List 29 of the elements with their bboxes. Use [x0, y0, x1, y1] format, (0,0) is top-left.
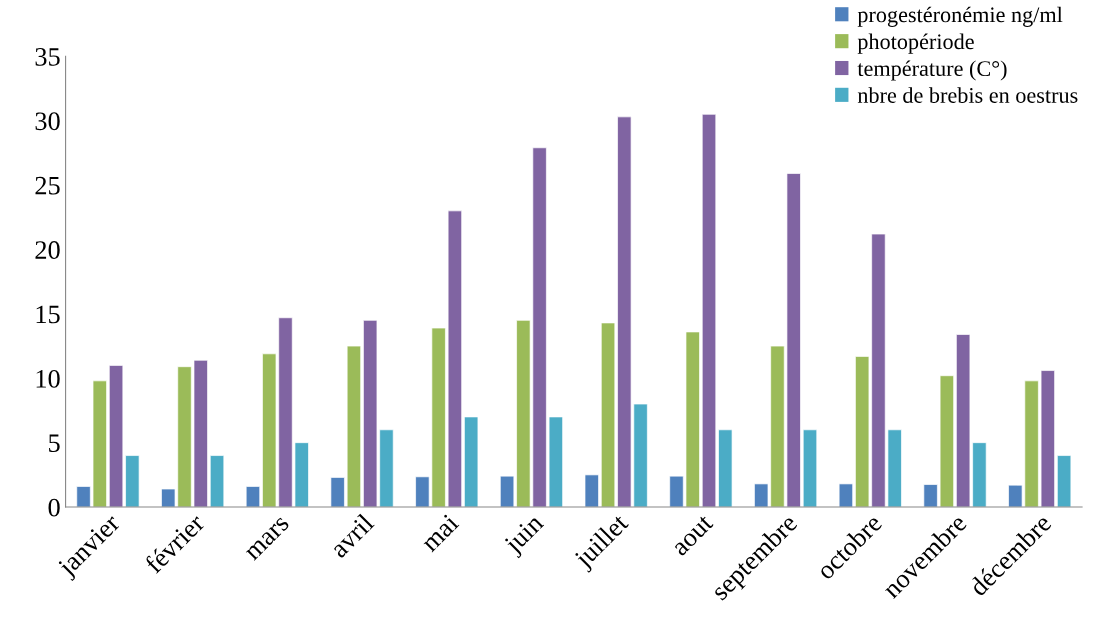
bar: [584, 474, 599, 508]
bar: [125, 455, 140, 508]
legend-label: progestéronémie ng/ml: [857, 6, 1063, 27]
y-tick-label: 30: [35, 112, 60, 131]
bar: [245, 486, 261, 508]
x-tick-label: mars: [245, 516, 290, 561]
y-tick-label: 10: [36, 369, 60, 388]
bar: [464, 416, 479, 508]
bar: [718, 429, 733, 508]
x-tick-label: aout: [671, 514, 714, 557]
legend-label: photopériode: [857, 33, 974, 54]
bar: [701, 113, 717, 508]
bar: [209, 455, 225, 508]
bar: [802, 429, 818, 508]
y-tick-label: 0: [48, 498, 60, 517]
bar: [600, 322, 616, 508]
bar: [108, 365, 124, 508]
y-tick-label: 20: [35, 241, 60, 259]
y-tick-label: 25: [35, 176, 60, 195]
y-tick-label: 15: [36, 305, 60, 324]
legend-label: nbre de brebis en oestrus: [857, 87, 1078, 103]
x-tick-label: mai: [419, 512, 460, 553]
legend-label: température (C°): [857, 60, 1007, 81]
bar: [838, 483, 854, 508]
x-tick-label: juin: [502, 512, 549, 559]
x-tick-label: avril: [328, 512, 375, 559]
y-tick-label: 35: [35, 48, 60, 66]
bar: [1056, 455, 1072, 508]
y-tick-label: 5: [49, 434, 60, 453]
